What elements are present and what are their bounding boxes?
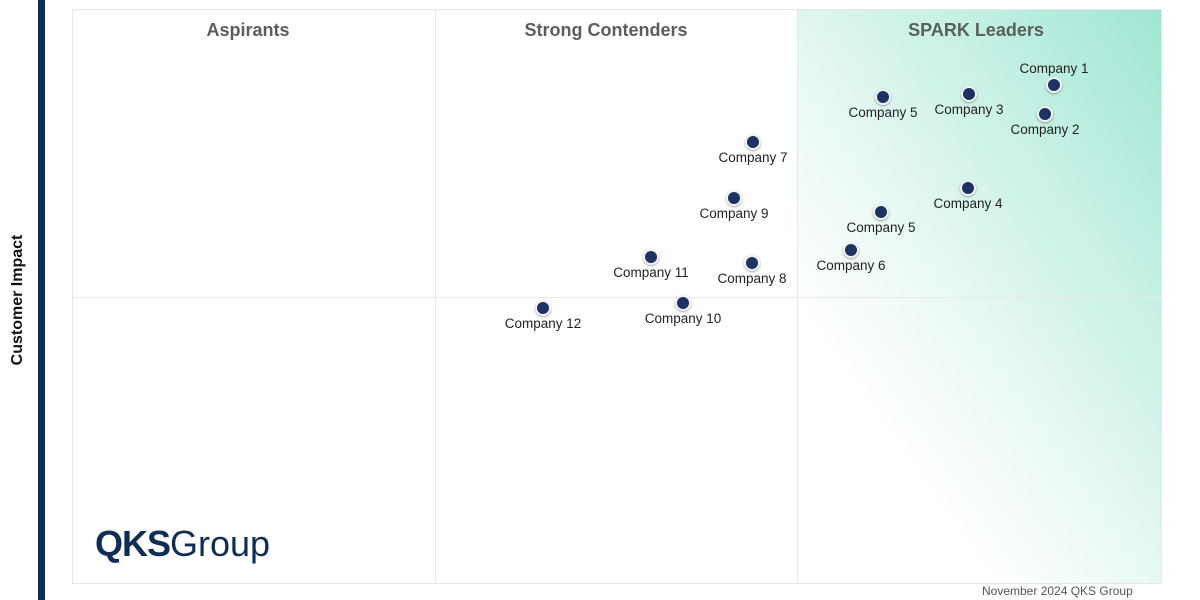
quadrant-title-spark-leaders: SPARK Leaders [908,20,1044,40]
y-axis-label: Customer Impact [9,234,26,366]
footer-credit: November 2024 QKS Group [982,584,1133,598]
data-point-label: Company 5 [846,220,916,235]
y-axis-bar [38,0,45,600]
data-point-label: Company 8 [717,271,787,286]
data-point-label: Company 5 [848,105,918,120]
quadrant-title-strong-contenders: Strong Contenders [524,20,688,40]
data-point-dot [726,190,742,206]
logo-bold-text: QKS [95,523,171,564]
data-point-dot [675,295,691,311]
data-point-dot [873,204,889,220]
data-point-label: Company 7 [718,150,788,165]
data-point-dot [843,242,859,258]
data-point-label: Company 12 [504,316,582,331]
logo-light-text: Group [170,523,271,564]
quadrant-divider-1 [435,10,436,583]
data-point-dot [1037,106,1053,122]
data-point-label: Company 2 [1010,122,1080,137]
data-point-label: Company 9 [699,206,769,221]
qks-group-logo: QKSGroup [95,526,270,562]
data-point-dot [535,300,551,316]
data-point-label: Company 6 [816,258,886,273]
data-point-dot [960,180,976,196]
data-point-label: Company 10 [644,311,722,326]
data-point-dot [961,86,977,102]
data-point-dot [745,134,761,150]
quadrant-title-aspirants: Aspirants [206,20,290,40]
data-point-dot [643,249,659,265]
data-point-dot [1046,77,1062,93]
data-point-dot [744,255,760,271]
quadrant-divider-2 [797,10,798,583]
leaders-gradient-region [797,10,1161,583]
plot-area: Aspirants Strong Contenders SPARK Leader… [72,9,1162,584]
data-point-label: Company 4 [933,196,1003,211]
horizontal-divider [73,297,1161,298]
data-point-label: Company 1 [1019,61,1089,76]
data-point-label: Company 3 [934,102,1004,117]
data-point-label: Company 11 [613,265,689,280]
data-point-dot [875,89,891,105]
